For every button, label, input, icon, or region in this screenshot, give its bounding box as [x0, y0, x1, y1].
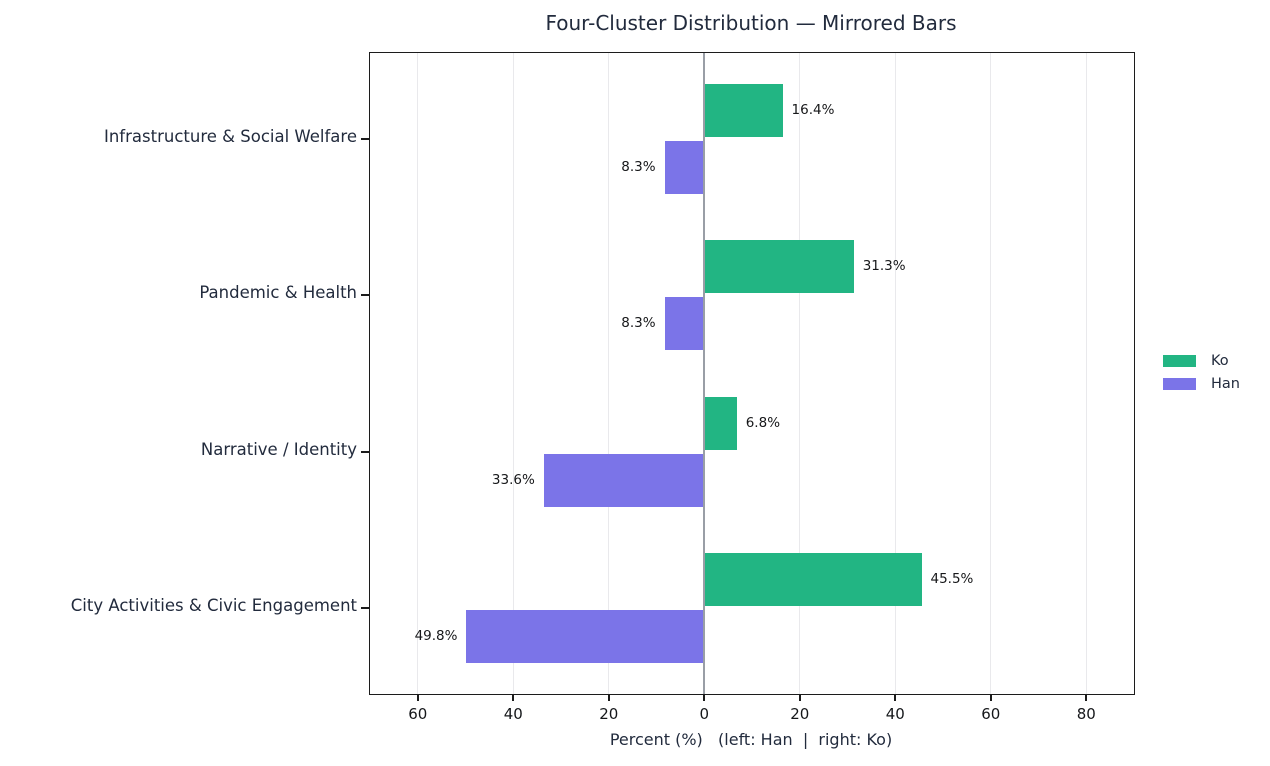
bar-han: [664, 141, 705, 194]
x-tick-label: 0: [699, 705, 710, 723]
x-tick-label: 80: [1076, 705, 1096, 723]
bar-value-label: 33.6%: [491, 471, 535, 488]
legend-item-ko: Ko: [1163, 349, 1240, 372]
chart-title: Four-Cluster Distribution — Mirrored Bar…: [545, 11, 957, 35]
bar-ko: [704, 84, 783, 137]
bar-value-label: 6.8%: [745, 414, 781, 431]
bar-ko: [704, 240, 854, 294]
bar-han: [466, 610, 705, 663]
y-category-label: City Activities & Civic Engagement: [70, 596, 357, 615]
bar-value-label: 16.4%: [791, 102, 835, 118]
x-tick: [512, 694, 515, 701]
gridline: [512, 53, 514, 694]
bar-value-label: 8.3%: [621, 315, 656, 332]
gridline: [417, 53, 419, 694]
x-tick: [703, 694, 706, 701]
y-tick: [361, 450, 369, 453]
plot-area: 16.4% 31.3% 6.8% 45.5% 8.3% 8.3% 33.6% 49.8% 60 4…: [361, 52, 1135, 723]
bar-value-label: 49.8%: [414, 628, 458, 644]
bar-ko: [704, 553, 922, 606]
bar-value-label: 8.3%: [621, 159, 656, 175]
x-tick: [798, 694, 801, 701]
legend-swatch-ko: [1163, 354, 1196, 367]
y-category-label: Infrastructure & Social Welfare: [103, 127, 357, 146]
y-tick: [361, 607, 369, 609]
legend-item-han: Han: [1163, 372, 1240, 395]
bar-value-label: 31.3%: [862, 258, 906, 275]
gridline: [799, 53, 801, 694]
gridline: [608, 53, 610, 694]
x-tick-label: 60: [408, 705, 428, 723]
legend-label: Han: [1211, 375, 1240, 392]
x-axis-label: Percent (%) (left: Han | right: Ko): [609, 730, 893, 749]
y-category-label: Narrative / Identity: [200, 439, 357, 459]
x-tick: [416, 694, 419, 701]
x-tick-label: 60: [981, 705, 1001, 723]
x-tick-label: 20: [599, 705, 619, 723]
x-tick-label: 40: [503, 705, 523, 723]
bar-value-label: 45.5%: [930, 571, 974, 587]
legend: Ko Han: [1163, 349, 1240, 395]
y-category-label: Pandemic & Health: [199, 283, 357, 303]
zero-axis-line: [703, 53, 706, 694]
bar-ko: [704, 396, 737, 450]
bar-han: [543, 453, 705, 507]
x-tick: [1085, 694, 1088, 701]
legend-swatch-han: [1163, 377, 1196, 390]
y-tick: [361, 294, 369, 297]
gridline: [990, 53, 992, 694]
gridline: [894, 53, 896, 694]
x-tick: [989, 694, 992, 701]
x-tick-label: 40: [885, 705, 905, 723]
legend-label: Ko: [1211, 352, 1229, 369]
bar-han: [664, 297, 705, 351]
x-tick: [894, 694, 897, 701]
x-tick: [607, 694, 610, 701]
gridline: [1085, 53, 1087, 694]
x-tick-label: 20: [790, 705, 810, 723]
y-tick: [361, 138, 369, 140]
